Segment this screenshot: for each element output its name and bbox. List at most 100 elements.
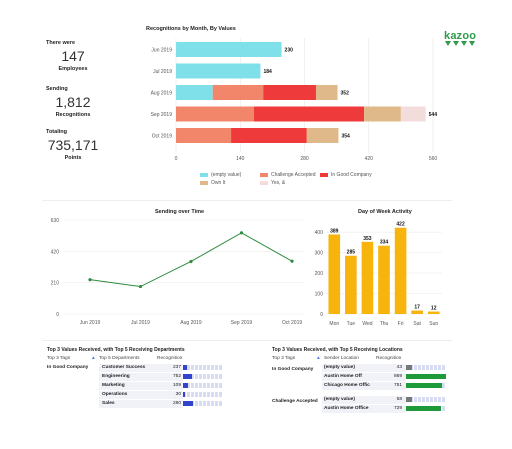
bar-total-label: 544 — [429, 112, 438, 118]
data-point — [138, 284, 143, 289]
x-tick-label: Mon — [329, 321, 339, 327]
bar-segment — [176, 63, 261, 79]
legend-swatch — [260, 173, 268, 177]
legend-item: In Good Company — [320, 172, 380, 178]
kpi-label: Sending — [46, 86, 68, 92]
data-point — [189, 259, 193, 264]
table-row[interactable]: Engineering 752 — [47, 373, 252, 381]
legend-swatch — [200, 173, 208, 177]
col-header-tags: Top 3 Tags — [272, 356, 296, 361]
department-cell: Operations — [102, 392, 128, 397]
table-row[interactable]: Austin Home Off 869 — [272, 373, 457, 381]
recognition-value: 30 — [175, 392, 181, 397]
recognition-bar-track — [183, 365, 223, 370]
bar-segment — [364, 106, 401, 122]
kpi-recognitions: Sending 1,812 Recognitions — [43, 86, 106, 118]
legend-swatch — [320, 173, 328, 177]
locations-table: Top 3 Values Received, with Top 5 Receiv… — [272, 347, 457, 422]
x-tick-label: Oct 2019 — [282, 320, 303, 326]
divider — [42, 200, 452, 201]
location-cell: Austin Home Office — [324, 405, 369, 411]
location-cell: Chicago Home Offic — [324, 383, 370, 388]
recognition-bar-fill — [183, 383, 188, 388]
recognition-bar-fill — [406, 383, 442, 388]
recognition-bar-track — [183, 401, 223, 406]
y-tick-label: Jun 2019 — [151, 48, 172, 54]
x-tick-label: Sat — [413, 321, 421, 327]
bar-segment — [212, 85, 264, 100]
y-tick-label: Aug 2019 — [151, 91, 173, 97]
departments-table: Top 3 Values Received, with Top 5 Receiv… — [47, 347, 252, 417]
legend-label: Challenge Accepted — [271, 172, 316, 178]
sort-icon: ▲ — [91, 356, 96, 361]
legend-item: Yes, & — [260, 180, 320, 186]
table-row[interactable]: Sales 280 — [47, 400, 252, 408]
dow-chart: 0 100 200 300 400 389 Mon 285 Tue 353 Wed 334 Thu 422… — [315, 222, 442, 327]
y-tick-label: 210 — [51, 281, 60, 287]
sending-chart-title: Sending over Time — [155, 209, 205, 215]
y-tick-label: 0 — [56, 312, 59, 318]
legend-label: In Good Company — [331, 172, 372, 178]
location-cell: (empty value) — [324, 396, 355, 402]
table-row[interactable]: (empty value) 58 — [272, 395, 457, 404]
x-tick-label: Jun 2019 — [80, 320, 101, 326]
bar — [378, 245, 390, 314]
location-cell: Austin Home Off — [324, 374, 362, 379]
col-header-departments: Top 5 Departments — [99, 356, 140, 361]
bar-total-label: 352 — [341, 91, 350, 97]
bar-value-label: 334 — [380, 240, 389, 246]
x-tick-label: Wed — [362, 321, 372, 327]
bar — [427, 311, 440, 314]
department-cell: Customer Success — [102, 365, 146, 370]
legend-item: Challenge Accepted — [260, 172, 320, 178]
legend-swatch — [260, 181, 268, 185]
table-row[interactable]: Operations 30 — [47, 391, 252, 399]
recognition-value: 751 — [393, 383, 402, 388]
recognition-value: 752 — [172, 374, 181, 379]
x-tick-label: Fri — [398, 321, 404, 327]
kpi-value: 1,812 — [55, 94, 91, 110]
sending-chart: 0 210 420 630 Jun 2019 Jul 2019 Aug 2019 Sep 20… — [51, 218, 304, 326]
kpi-unit: Employees — [58, 66, 88, 72]
bar — [345, 255, 357, 314]
x-tick-label: Aug 2019 — [180, 320, 202, 326]
bar — [328, 234, 341, 314]
x-tick-label: Sep 2019 — [231, 320, 253, 326]
recognition-bar-fill — [406, 396, 412, 402]
table-row[interactable]: Chicago Home Offic 751 — [272, 382, 457, 390]
table-row[interactable]: Marketing 109 — [47, 382, 252, 390]
data-point — [88, 278, 92, 282]
logo-chevrons-icon — [445, 41, 475, 46]
bar-segment — [263, 85, 316, 100]
x-tick-label: 420 — [365, 156, 374, 162]
x-tick-label: 560 — [429, 156, 438, 162]
bar-segment — [400, 106, 426, 122]
department-cell: Engineering — [102, 374, 130, 379]
bar-segment — [176, 85, 213, 100]
recognition-value: 109 — [172, 383, 181, 388]
table-row[interactable]: Austin Home Office 729 — [272, 404, 457, 413]
table-row[interactable]: (empty value) 43 — [272, 364, 457, 372]
recognition-bar-track — [406, 365, 446, 370]
bar-value-label: 12 — [431, 306, 437, 312]
kpi-unit: Points — [64, 155, 82, 161]
data-point — [290, 259, 294, 263]
kpi-points: Totaling 735,171 Points — [43, 129, 106, 161]
recognition-bar-fill — [406, 365, 412, 370]
department-cell: Sales — [102, 401, 115, 406]
kazoo-logo: kazoo — [444, 30, 476, 47]
col-header-tags: Top 3 Tags — [47, 356, 71, 361]
bar-total-label: 230 — [285, 48, 294, 54]
legend-label: (empty value) — [211, 172, 242, 178]
tag-cell: In Good Company — [272, 367, 314, 372]
legend-label: Yes, & — [271, 180, 286, 186]
recognition-value: 729 — [393, 405, 402, 411]
recognition-value: 237 — [172, 365, 181, 370]
col-header-recognition: Recognition — [376, 356, 402, 361]
bar-total-label: 354 — [341, 134, 350, 140]
bar-total-label: 184 — [263, 69, 272, 75]
kpi-value: 735,171 — [47, 137, 99, 153]
bar-segment — [176, 128, 232, 143]
table-row[interactable]: Customer Success 237 — [47, 364, 252, 372]
y-tick-label: Oct 2019 — [152, 134, 173, 140]
